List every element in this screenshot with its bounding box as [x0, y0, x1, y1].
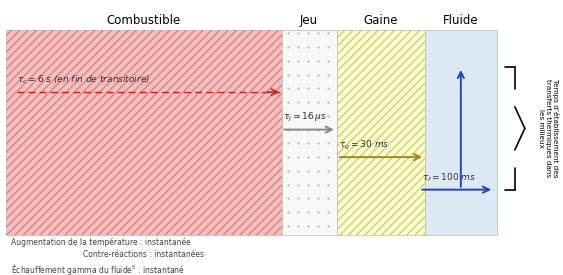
- Text: $\tau_c = 6$ s (en fin de transitoire): $\tau_c = 6$ s (en fin de transitoire): [17, 73, 150, 86]
- Text: Temps d’établissement des
transferts thermiques dans
les milieux: Temps d’établissement des transferts the…: [538, 79, 559, 178]
- Text: Jeu: Jeu: [300, 14, 318, 27]
- Bar: [337, 29, 425, 235]
- Text: $\tau_g = 30$ ms: $\tau_g = 30$ ms: [339, 139, 390, 152]
- Text: Échauffement gamma du fluide$^5$ : instantané: Échauffement gamma du fluide$^5$ : insta…: [11, 262, 185, 275]
- Text: Contre-réactions : instantanées: Contre-réactions : instantanées: [83, 250, 204, 259]
- Text: Gaine: Gaine: [364, 14, 398, 27]
- Text: Augmentation de la température : instantanée: Augmentation de la température : instant…: [11, 237, 191, 247]
- Bar: [425, 29, 497, 235]
- Text: Fluide: Fluide: [443, 14, 479, 27]
- Bar: [6, 29, 282, 235]
- Bar: [6, 29, 282, 235]
- Text: Combustible: Combustible: [106, 14, 181, 27]
- Text: $\tau_f = 100$ ms: $\tau_f = 100$ ms: [422, 172, 476, 184]
- Bar: [337, 29, 425, 235]
- Bar: [282, 29, 337, 235]
- Text: $\tau_j = 16\,\mu$s: $\tau_j = 16\,\mu$s: [283, 111, 327, 124]
